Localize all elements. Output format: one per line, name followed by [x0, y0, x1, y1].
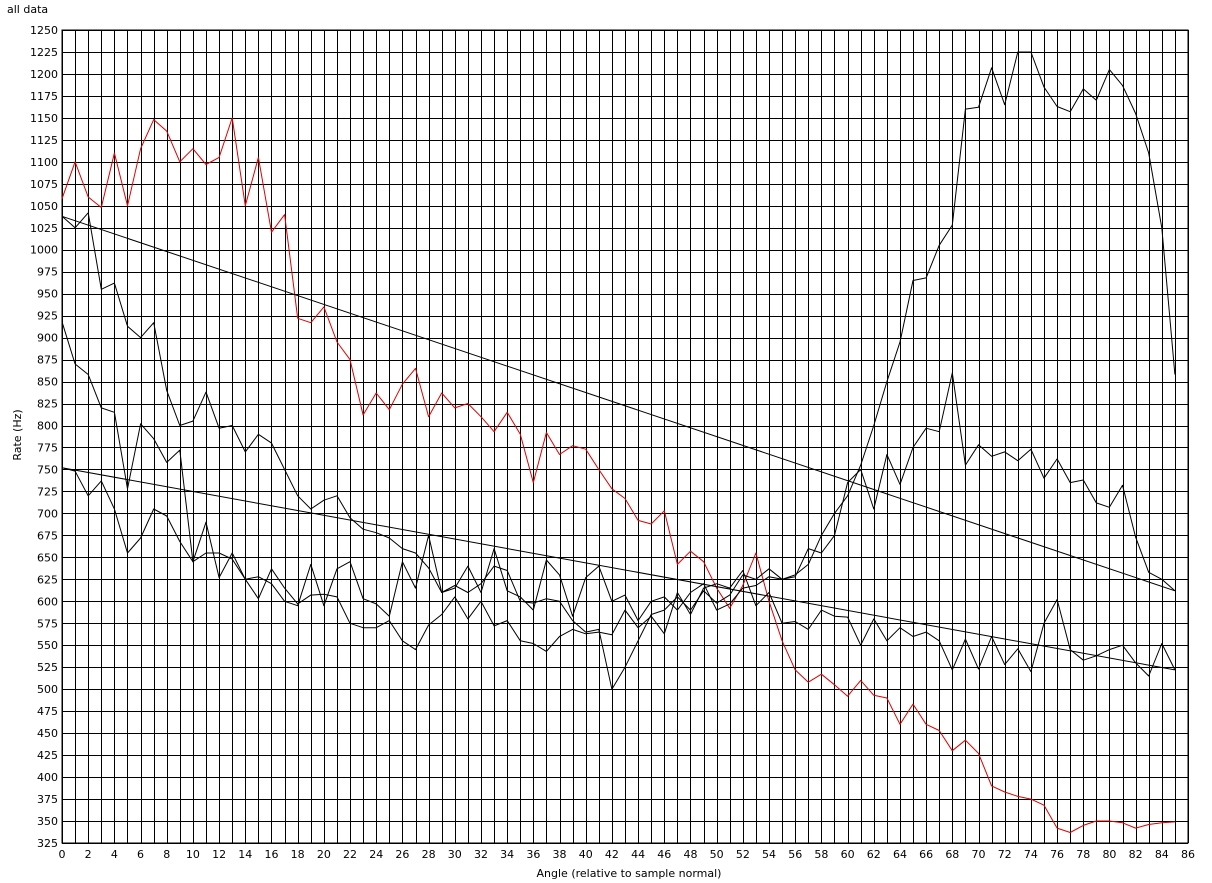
- x-tick-label: 46: [657, 848, 671, 861]
- x-tick-label: 38: [553, 848, 567, 861]
- y-tick-label: 500: [37, 683, 58, 696]
- y-tick-label: 750: [37, 463, 58, 476]
- x-tick-label: 18: [291, 848, 305, 861]
- x-tick-label: 24: [369, 848, 383, 861]
- y-tick-label: 1250: [30, 24, 58, 37]
- x-tick-label: 78: [1076, 848, 1090, 861]
- x-tick-label: 56: [788, 848, 802, 861]
- x-tick-label: 64: [893, 848, 907, 861]
- x-tick-label: 50: [710, 848, 724, 861]
- x-tick-label: 72: [998, 848, 1012, 861]
- y-tick-label: 675: [37, 529, 58, 542]
- x-tick-label: 4: [111, 848, 118, 861]
- series-line-2: [61, 212, 1176, 690]
- y-tick-label: 1225: [30, 46, 58, 59]
- y-tick-label: 575: [37, 617, 58, 630]
- x-tick-labels: 0 2 4 6 8 10 12 14 16 18 20 22 24 26 28 30 32 34 36 38 40 42 4…: [59, 848, 1196, 861]
- y-tick-label: 1100: [30, 156, 58, 169]
- x-tick-label: 68: [945, 848, 959, 861]
- x-tick-label: 20: [317, 848, 331, 861]
- x-tick-label: 86: [1181, 848, 1195, 861]
- x-tick-label: 82: [1129, 848, 1143, 861]
- x-tick-label: 28: [422, 848, 436, 861]
- x-tick-label: 70: [972, 848, 986, 861]
- series-line-5: [61, 215, 1176, 592]
- x-tick-label: 54: [762, 848, 776, 861]
- x-tick-label: 34: [500, 848, 514, 861]
- x-tick-label: 36: [526, 848, 540, 861]
- series-line-4: [61, 467, 1176, 677]
- y-tick-label: 1150: [30, 112, 58, 125]
- x-tick-label: 60: [841, 848, 855, 861]
- y-tick-label: 650: [37, 551, 58, 564]
- y-tick-label: 800: [37, 420, 58, 433]
- x-tick-label: 48: [683, 848, 697, 861]
- chart-title: all data: [7, 3, 49, 16]
- x-tick-label: 14: [238, 848, 252, 861]
- chart-series: [61, 51, 1176, 833]
- y-tick-label: 400: [37, 771, 58, 784]
- y-tick-label: 875: [37, 354, 58, 367]
- x-tick-label: 80: [1102, 848, 1116, 861]
- y-tick-label: 525: [37, 661, 58, 674]
- y-tick-label: 450: [37, 727, 58, 740]
- x-tick-label: 6: [137, 848, 144, 861]
- series-line-1: [61, 117, 1175, 833]
- y-tick-label: 900: [37, 332, 58, 345]
- y-tick-label: 700: [37, 507, 58, 520]
- x-tick-label: 22: [343, 848, 357, 861]
- y-axis-label: Rate (Hz): [11, 409, 24, 460]
- y-tick-label: 350: [37, 815, 58, 828]
- y-tick-label: 1025: [30, 222, 58, 235]
- y-tick-label: 975: [37, 266, 58, 279]
- y-tick-label: 1125: [30, 134, 58, 147]
- x-tick-label: 76: [1050, 848, 1064, 861]
- y-tick-label: 850: [37, 376, 58, 389]
- x-tick-label: 52: [736, 848, 750, 861]
- y-tick-label: 325: [37, 837, 58, 850]
- x-tick-label: 62: [867, 848, 881, 861]
- y-tick-label: 825: [37, 398, 58, 411]
- y-tick-label: 925: [37, 310, 58, 323]
- series-line-6: [61, 467, 1175, 671]
- y-tick-label: 625: [37, 573, 58, 586]
- y-tick-label: 1075: [30, 178, 58, 191]
- y-tick-label: 950: [37, 288, 58, 301]
- series-line-3: [61, 51, 1176, 622]
- x-tick-label: 8: [163, 848, 170, 861]
- x-axis-label: Angle (relative to sample normal): [537, 867, 722, 880]
- y-tick-label: 1175: [30, 90, 58, 103]
- x-tick-label: 26: [395, 848, 409, 861]
- x-tick-label: 84: [1155, 848, 1169, 861]
- y-tick-label: 475: [37, 705, 58, 718]
- y-tick-label: 1000: [30, 244, 58, 257]
- x-tick-label: 12: [212, 848, 226, 861]
- y-tick-label: 600: [37, 595, 58, 608]
- y-tick-labels: 325 350 375 400 425 450 475 500 525 550 575 600 625 6…: [30, 24, 58, 850]
- y-tick-label: 425: [37, 749, 58, 762]
- y-tick-label: 1200: [30, 68, 58, 81]
- x-tick-label: 0: [59, 848, 66, 861]
- x-tick-label: 40: [579, 848, 593, 861]
- x-tick-label: 66: [919, 848, 933, 861]
- x-tick-label: 10: [186, 848, 200, 861]
- x-tick-label: 32: [474, 848, 488, 861]
- y-tick-label: 775: [37, 441, 58, 454]
- x-tick-label: 2: [85, 848, 92, 861]
- x-tick-label: 74: [1024, 848, 1038, 861]
- chart-grid: [61, 29, 1189, 844]
- y-tick-label: 725: [37, 485, 58, 498]
- x-tick-label: 44: [631, 848, 645, 861]
- y-tick-label: 375: [37, 793, 58, 806]
- x-tick-label: 16: [264, 848, 278, 861]
- x-tick-label: 58: [814, 848, 828, 861]
- x-tick-label: 42: [605, 848, 619, 861]
- y-tick-label: 1050: [30, 200, 58, 213]
- y-tick-label: 550: [37, 639, 58, 652]
- x-tick-label: 30: [448, 848, 462, 861]
